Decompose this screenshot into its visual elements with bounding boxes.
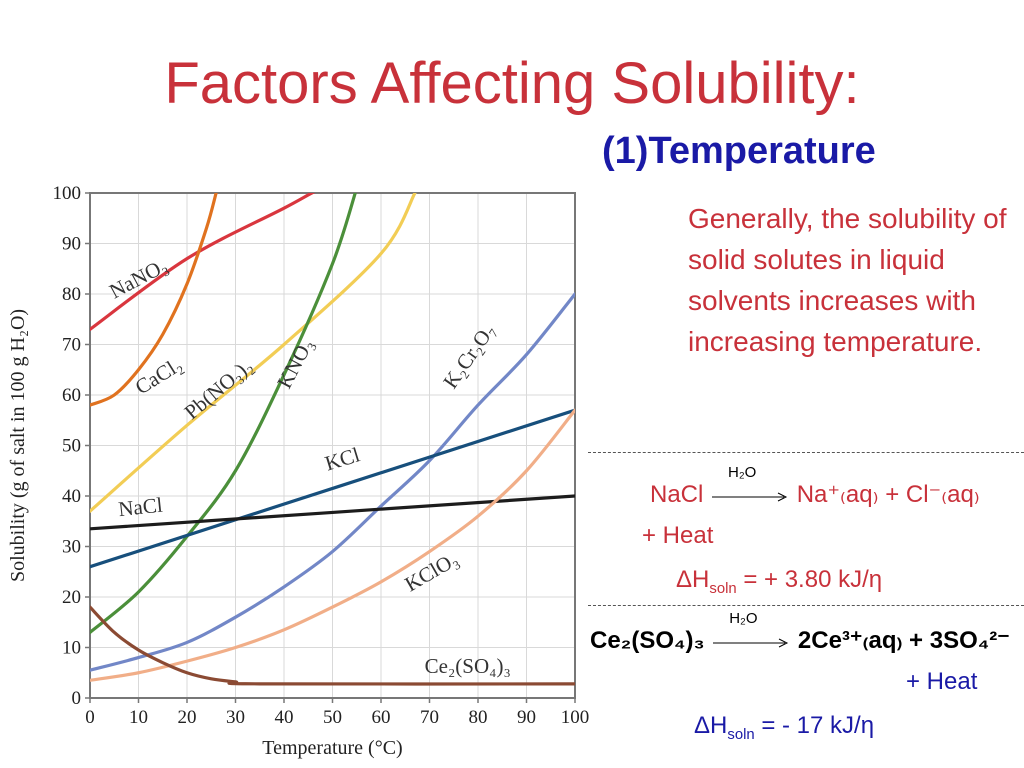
series-group (90, 193, 575, 686)
x-tick-label: 40 (275, 707, 294, 728)
eq2-dh-sub: soln (727, 726, 755, 743)
y-tick-label: 50 (62, 436, 81, 457)
eq1-reactant: NaCl (650, 481, 704, 508)
y-axis-label: Solubility (g of salt in 100 g H₂O) (7, 309, 29, 582)
y-tick-label: 40 (62, 486, 81, 507)
series-line-nano3 (90, 193, 316, 331)
divider-bottom (588, 605, 1024, 606)
x-tick-label: 60 (372, 707, 391, 728)
arrow-right-icon (712, 492, 788, 502)
eq1-heat: + Heat (642, 522, 714, 549)
series-line-kclo3 (90, 408, 575, 682)
series-line-cacl2 (90, 193, 218, 407)
y-tick-label: 10 (62, 638, 81, 659)
x-tick-label: 70 (420, 707, 439, 728)
x-tick-label: 50 (323, 707, 342, 728)
slide-subtitle: (1)Temperature (602, 130, 876, 172)
series-label-ce2-so4-3: Ce₂(SO₄)₃ (425, 654, 511, 678)
x-tick-label: 30 (226, 707, 245, 728)
eq2-arrow: H₂O (711, 610, 791, 652)
y-tick-label: 20 (62, 587, 81, 608)
x-tick-label: 80 (469, 707, 488, 728)
description-text: Generally, the solubility of solid solut… (688, 203, 1007, 357)
series-line-pb-no3-2 (90, 193, 417, 513)
series-line-kcl (90, 408, 575, 569)
series-line-ce2-so4-3 (90, 605, 575, 686)
solubility-chart: 0 10 20 30 40 50 60 70 80 90 100 0 10 20 30 40 50 60 70 80 9… (7, 183, 590, 759)
equation-ce2so43: Ce₂(SO₄)₃ H₂O 2Ce³⁺₍aq₎ + 3SO₄²⁻ (590, 610, 1010, 655)
series-line-k2cr2o7 (90, 292, 575, 672)
x-tick-label: 0 (85, 707, 95, 728)
eq2-solvent: H₂O (729, 609, 758, 627)
y-tick-label: 30 (62, 537, 81, 558)
y-tick-label: 0 (72, 688, 82, 709)
eq1-dh-value: = + 3.80 kJ/η (736, 566, 883, 593)
slide-title: Factors Affecting Solubility: (164, 51, 860, 116)
series-line-nacl (90, 494, 575, 531)
series-label-nacl: NaCl (117, 493, 164, 522)
y-tick-label: 100 (53, 183, 82, 204)
eq1-dh-sub: soln (709, 580, 737, 597)
x-tick-label: 100 (561, 707, 590, 728)
x-tick-label: 90 (517, 707, 536, 728)
eq1-products: Na⁺₍aq₎ + Cl⁻₍aq₎ (796, 481, 980, 508)
eq1-enthalpy: ΔHsoln = + 3.80 kJ/η (676, 566, 882, 597)
series-line-kno3 (90, 193, 357, 634)
x-axis-label: Temperature (°C) (262, 737, 402, 759)
eq2-reactant: Ce₂(SO₄)₃ (590, 627, 705, 654)
divider-top (588, 452, 1024, 453)
eq1-dh-label: ΔH (676, 566, 710, 593)
eq2-dh-label: ΔH (694, 712, 728, 739)
y-tick-label: 80 (62, 284, 81, 305)
eq2-heat: + Heat (906, 668, 978, 695)
x-tick-label: 10 (129, 707, 148, 728)
y-tick-label: 70 (62, 335, 81, 356)
eq2-products: 2Ce³⁺₍aq₎ + 3SO₄²⁻ (797, 627, 1010, 654)
y-tick-label: 60 (62, 385, 81, 406)
eq2-enthalpy: ΔHsoln = - 17 kJ/η (694, 712, 874, 743)
equation-nacl: NaCl H₂O Na⁺₍aq₎ + Cl⁻₍aq₎ (650, 464, 980, 509)
x-tick-label: 20 (178, 707, 197, 728)
eq2-dh-value: = - 17 kJ/η (754, 712, 875, 739)
eq1-arrow: H₂O (710, 464, 790, 506)
arrow-right-icon (713, 638, 789, 648)
y-tick-label: 90 (62, 234, 81, 255)
eq1-solvent: H₂O (728, 463, 757, 481)
